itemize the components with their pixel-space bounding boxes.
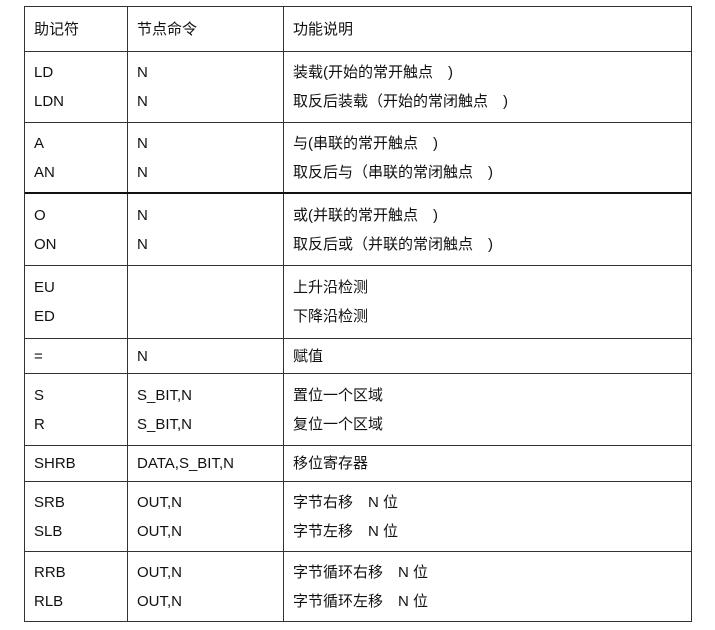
operand-text: OUT,N [137,493,182,511]
header-cell: 节点命令 [128,7,284,51]
mnemonic-text: O [34,206,46,224]
description-text: 与(串联的常开触点 ) [293,134,438,152]
mnemonic-text: A [34,134,45,152]
mnemonic-text: ON [34,235,57,253]
mnemonic-text: SLB [34,522,63,540]
mnemonic-text: = [34,347,43,365]
operand-text: N [137,163,148,181]
mnemonic-cell: RRB RLB [25,552,128,621]
description-cell: 装载(开始的常开触点 ) 取反后装载（开始的常闭触点 ) [284,52,691,122]
operand-text [137,302,283,331]
mnemonic-text: EU [34,279,55,296]
operand-text: N [137,134,148,152]
description-text: 赋值 [293,347,324,365]
operand-text: DATA,S_BIT,N [137,455,234,472]
description-cell: 与(串联的常开触点 ) 取反后与（串联的常闭触点 ) [284,123,691,192]
mnemonic-cell: SHRB [25,446,128,481]
mnemonic-text: RRB [34,563,66,581]
header-label: 节点命令 [137,20,198,38]
description-text: 置位一个区域 [293,386,384,404]
description-text: 取反后装载（开始的常闭触点 ) [293,93,508,110]
description-text: 装载(开始的常开触点 ) [293,64,453,81]
operand-text: OUT,N [137,563,182,581]
mnemonic-text: LD [34,64,54,81]
table-row-group: = N 赋值 [25,338,691,373]
mnemonic-text: ED [34,308,55,325]
operand-cell: OUT,N OUT,N [128,552,284,621]
header-label: 功能说明 [293,20,354,38]
mnemonic-text: SHRB [34,455,76,472]
description-cell: 移位寄存器 [284,446,691,481]
operand-text: S_BIT,N [137,415,193,433]
header-cell: 功能说明 [284,7,691,51]
mnemonic-cell: EU ED [25,266,128,338]
operand-text: N [137,206,148,224]
table-row-group: A AN N N 与(串联的常开触点 ) 取反后与（串联的常闭触点 ) [25,122,691,192]
table-row-group: SHRB DATA,S_BIT,N 移位寄存器 [25,445,691,481]
operand-text: N [137,93,148,110]
mnemonic-text: AN [34,163,55,181]
table-row-group: EU ED 上升沿检测下降沿检测 [25,265,691,338]
operand-cell: DATA,S_BIT,N [128,446,284,481]
table-header: 助记符 节点命令 功能说明 [25,7,691,51]
operand-cell [128,266,284,338]
mnemonic-cell: = [25,339,128,373]
description-text: 字节左移 N 位 [293,522,399,540]
operand-text [137,273,283,302]
mnemonic-text: RLB [34,592,64,610]
description-cell: 字节右移 N 位字节左移 N 位 [284,482,691,551]
mnemonic-text: S [34,386,45,404]
description-text: 取反后与（串联的常闭触点 ) [293,163,493,181]
table-row-group: LD LDN N N 装载(开始的常开触点 ) 取反后装载（开始的常闭触点 ) [25,51,691,122]
description-text: 字节循环右移 N 位 [293,563,429,581]
table-row-group: RRB RLB OUT,N OUT,N 字节循环右移 N 位字节循环左移 N 位 [25,551,691,621]
description-text: 字节右移 N 位 [293,493,399,511]
operand-text: N [137,235,148,253]
operand-cell: N [128,339,284,373]
header-label: 助记符 [34,20,80,38]
description-text: 上升沿检测 [293,279,369,296]
operand-text: OUT,N [137,522,182,540]
operand-text: OUT,N [137,592,182,610]
mnemonic-cell: LD LDN [25,52,128,122]
mnemonic-text: R [34,415,45,433]
description-text: 字节循环左移 N 位 [293,592,429,610]
mnemonic-text: LDN [34,93,65,110]
mnemonic-cell: O ON [25,194,128,265]
mnemonic-cell: A AN [25,123,128,192]
mnemonic-text: SRB [34,493,65,511]
table-row-group: S R S_BIT,N S_BIT,N 置位一个区域 复位一个区域 [25,373,691,445]
description-cell: 或(并联的常开触点 ) 取反后或（并联的常闭触点 ) [284,194,691,265]
mnemonic-cell: SRB SLB [25,482,128,551]
table-row-group: SRB SLB OUT,N OUT,N 字节右移 N 位字节左移 N 位 [25,481,691,551]
description-text: 移位寄存器 [293,455,369,472]
operand-text: N [137,64,148,81]
operand-text: S_BIT,N [137,386,193,404]
description-cell: 置位一个区域 复位一个区域 [284,374,691,445]
operand-cell: S_BIT,N S_BIT,N [128,374,284,445]
description-cell: 赋值 [284,339,691,373]
description-cell: 上升沿检测下降沿检测 [284,266,691,338]
description-text: 取反后或（并联的常闭触点 ) [293,235,493,253]
operand-text: N [137,347,148,365]
instruction-table: 助记符 节点命令 功能说明 LD LDN N N 装载(开始的常开触点 ) 取反后装载（开始的常… [24,6,692,622]
header-cell: 助记符 [25,7,128,51]
description-text: 或(并联的常开触点 ) [293,206,438,224]
description-text: 复位一个区域 [293,415,384,433]
description-cell: 字节循环右移 N 位字节循环左移 N 位 [284,552,691,621]
operand-cell: OUT,N OUT,N [128,482,284,551]
description-text: 下降沿检测 [293,308,369,325]
table-row-group: O ON N N 或(并联的常开触点 ) 取反后或（并联的常闭触点 ) [25,192,691,265]
